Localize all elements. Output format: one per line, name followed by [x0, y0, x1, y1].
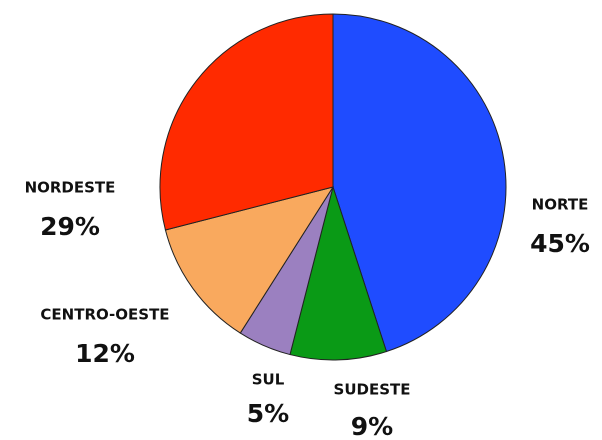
- slice-label: SUL: [252, 371, 285, 389]
- slice-value-label: 29%: [40, 212, 100, 241]
- slice-value-label: 5%: [247, 399, 289, 428]
- slice-label: CENTRO-OESTE: [40, 306, 169, 324]
- pie-slice: [159, 13, 334, 231]
- slice-value-label: 45%: [530, 229, 590, 258]
- slice-label: NORDESTE: [25, 179, 116, 197]
- slice-value-label: 12%: [75, 339, 135, 368]
- slice-value-label: 9%: [351, 412, 393, 440]
- pie-slice: [289, 185, 388, 361]
- slice-label: SUDESTE: [334, 381, 411, 399]
- slice-label: NORTE: [532, 196, 589, 214]
- pie-slice: [164, 186, 335, 334]
- pie-slice: [332, 13, 507, 353]
